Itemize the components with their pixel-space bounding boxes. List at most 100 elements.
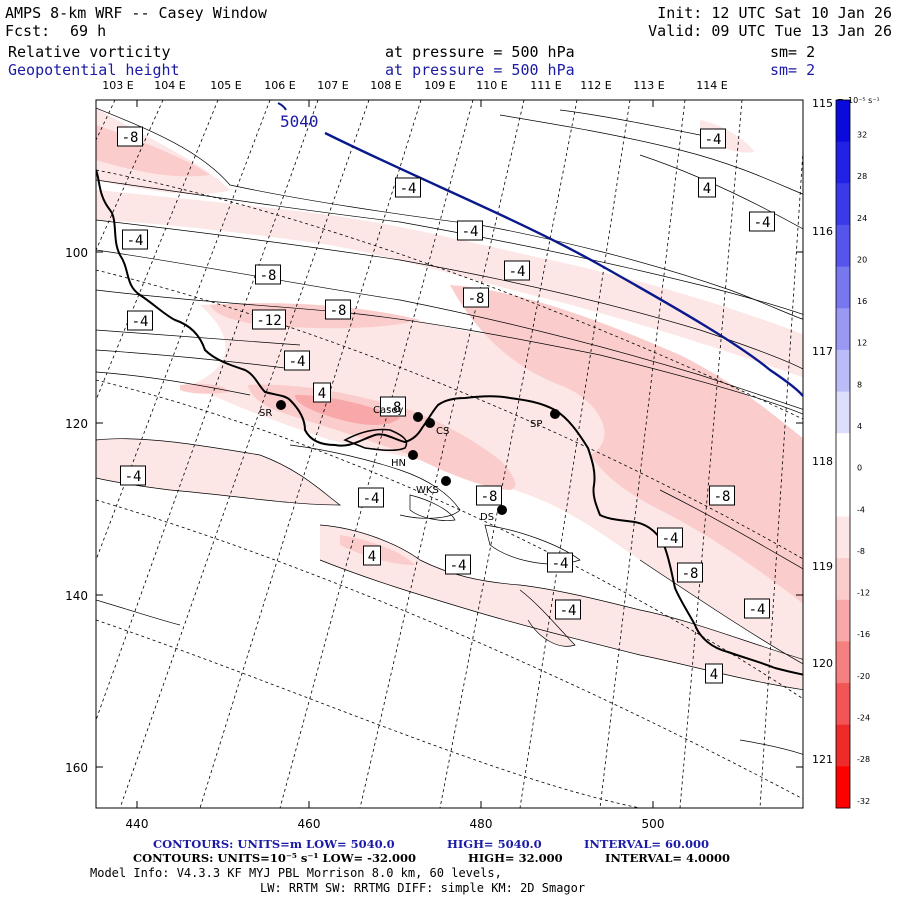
svg-text:-4: -4 xyxy=(662,531,679,547)
colorbar-swatch xyxy=(836,599,850,642)
contour-label: -4 xyxy=(504,260,530,281)
y-tick-label: 100 xyxy=(65,246,88,260)
colorbar-swatch xyxy=(836,516,850,559)
contour-label: 4 xyxy=(313,382,331,403)
vorticity-band-north xyxy=(96,190,803,378)
colorbar-swatch xyxy=(836,141,850,184)
colorbar-swatch xyxy=(836,308,850,351)
lon-label-top: 113 E xyxy=(633,79,664,92)
contour-label: -4 xyxy=(457,220,483,241)
colorbar-label: 20 xyxy=(857,255,867,264)
footer-height-units: CONTOURS: UNITS=m LOW= 5040.0 xyxy=(153,837,395,851)
svg-text:-4: -4 xyxy=(400,181,417,197)
colorbar-label: -28 xyxy=(857,755,870,764)
contour-label: -4 xyxy=(657,527,683,548)
station-label-sp: SP xyxy=(530,419,542,430)
contour-label: -8 xyxy=(463,287,489,308)
svg-text:-8: -8 xyxy=(481,489,498,505)
contour-labels: -8 -4 4 -4 -4 -4 -4 -8 -4 -8 -8 -4 -12 -4 4 -8 -4 -8 -4 -8 -… xyxy=(117,126,775,684)
footer-height-high: HIGH= 5040.0 xyxy=(447,837,542,851)
colorbar-label: 32 xyxy=(857,130,867,139)
colorbar-label: -12 xyxy=(857,589,870,598)
coastline xyxy=(96,169,803,676)
lon-label-top: 108 E xyxy=(370,79,401,92)
svg-text:-4: -4 xyxy=(462,224,479,240)
colorbar-swatch xyxy=(836,558,850,601)
lon-label-top: 107 E xyxy=(317,79,348,92)
colorbar-label: 16 xyxy=(857,297,867,306)
colorbar-swatch xyxy=(836,391,850,434)
station-label-sr: SR xyxy=(259,408,272,419)
colorbar-swatch xyxy=(836,100,850,143)
svg-text:-4: -4 xyxy=(450,558,467,574)
colorbar-label: 24 xyxy=(857,214,867,223)
contour-label: -4 xyxy=(547,552,573,573)
station-label-cs: CS xyxy=(436,426,449,437)
contour-label: -8 xyxy=(255,264,281,285)
contour-label: -8 xyxy=(677,562,703,583)
colorbar-swatch xyxy=(836,183,850,226)
vorticity-core-east xyxy=(450,285,803,604)
product-title: AMPS 8-km WRF -- Casey Window xyxy=(5,4,267,22)
y-tick-label: 140 xyxy=(65,589,88,603)
colorbar-swatch xyxy=(836,766,850,809)
x-tick-label: 480 xyxy=(470,817,493,831)
station-marker-wks xyxy=(441,476,451,486)
colorbar-swatch xyxy=(836,349,850,393)
x-tick-label: 460 xyxy=(298,817,321,831)
contour-label: -12 xyxy=(252,309,286,330)
lon-label-top: 110 E xyxy=(476,79,507,92)
map-axes: 103 E 104 E 105 E 106 E 107 E 108 E 109 E 110 E… xyxy=(65,79,843,831)
height-contour-label: 5040 xyxy=(280,112,319,131)
svg-text:-12: -12 xyxy=(256,313,281,329)
colorbar-swatch xyxy=(836,474,850,517)
svg-text:-4: -4 xyxy=(754,215,771,231)
lon-label-top: 109 E xyxy=(424,79,455,92)
svg-text:-8: -8 xyxy=(385,400,402,416)
colorbar-label: -8 xyxy=(857,547,865,556)
lon-label-top: 114 E xyxy=(696,79,727,92)
svg-text:-4: -4 xyxy=(132,314,149,330)
lon-label-top: 111 E xyxy=(530,79,561,92)
latitude-lines xyxy=(96,169,803,808)
station-marker-cs xyxy=(425,418,435,428)
geopotential-contour: 5040 xyxy=(277,102,804,397)
station-marker-ds xyxy=(497,505,507,515)
colorbar-swatch xyxy=(836,224,850,268)
geopotential-level: at pressure = 500 hPa xyxy=(385,61,575,79)
footer-vorticity-high: HIGH= 32.000 xyxy=(468,851,563,865)
vorticity-patch-northeast xyxy=(700,120,755,153)
colorbar-label: 4 xyxy=(857,422,862,431)
colorbar-swatch xyxy=(836,641,850,684)
svg-text:4: 4 xyxy=(368,549,376,565)
field-geopotential: Geopotential height xyxy=(8,61,180,79)
colorbar-label: -4 xyxy=(857,505,865,514)
svg-text:-8: -8 xyxy=(682,566,699,582)
station-label-ds: DS xyxy=(480,512,494,523)
init-time: Init: 12 UTC Sat 10 Jan 26 xyxy=(657,4,892,22)
station-label-wks: WKS xyxy=(416,485,439,496)
footer-height-interval: INTERVAL= 60.000 xyxy=(584,837,710,851)
vorticity-core-strong xyxy=(295,395,400,426)
lon-label-top: 112 E xyxy=(580,79,611,92)
contour-label: -4 xyxy=(555,599,581,620)
vorticity-band-west xyxy=(96,438,340,505)
contour-label: -4 xyxy=(358,487,384,508)
vorticity-smoothing: sm= 2 xyxy=(770,43,816,61)
x-tick-label: 440 xyxy=(126,817,149,831)
colorbar-label: 8 xyxy=(857,380,862,389)
lon-label-top: 105 E xyxy=(210,79,241,92)
colorbar-label: -24 xyxy=(857,714,870,723)
colorbar-swatch xyxy=(836,683,850,726)
colorbar-label: -20 xyxy=(857,672,870,681)
colorbar-label: -16 xyxy=(857,630,870,639)
contour-label: -4 xyxy=(395,177,421,198)
graticule-and-contours xyxy=(96,100,803,808)
vorticity-core-small xyxy=(180,383,230,394)
svg-text:4: 4 xyxy=(703,181,711,197)
contour-label: -4 xyxy=(127,310,153,331)
station-marker-casey xyxy=(413,412,423,422)
contour-label: -8 xyxy=(709,485,735,506)
svg-text:-4: -4 xyxy=(552,556,569,572)
station-markers: SR Casey CS HN WKS DS SP xyxy=(259,400,560,523)
